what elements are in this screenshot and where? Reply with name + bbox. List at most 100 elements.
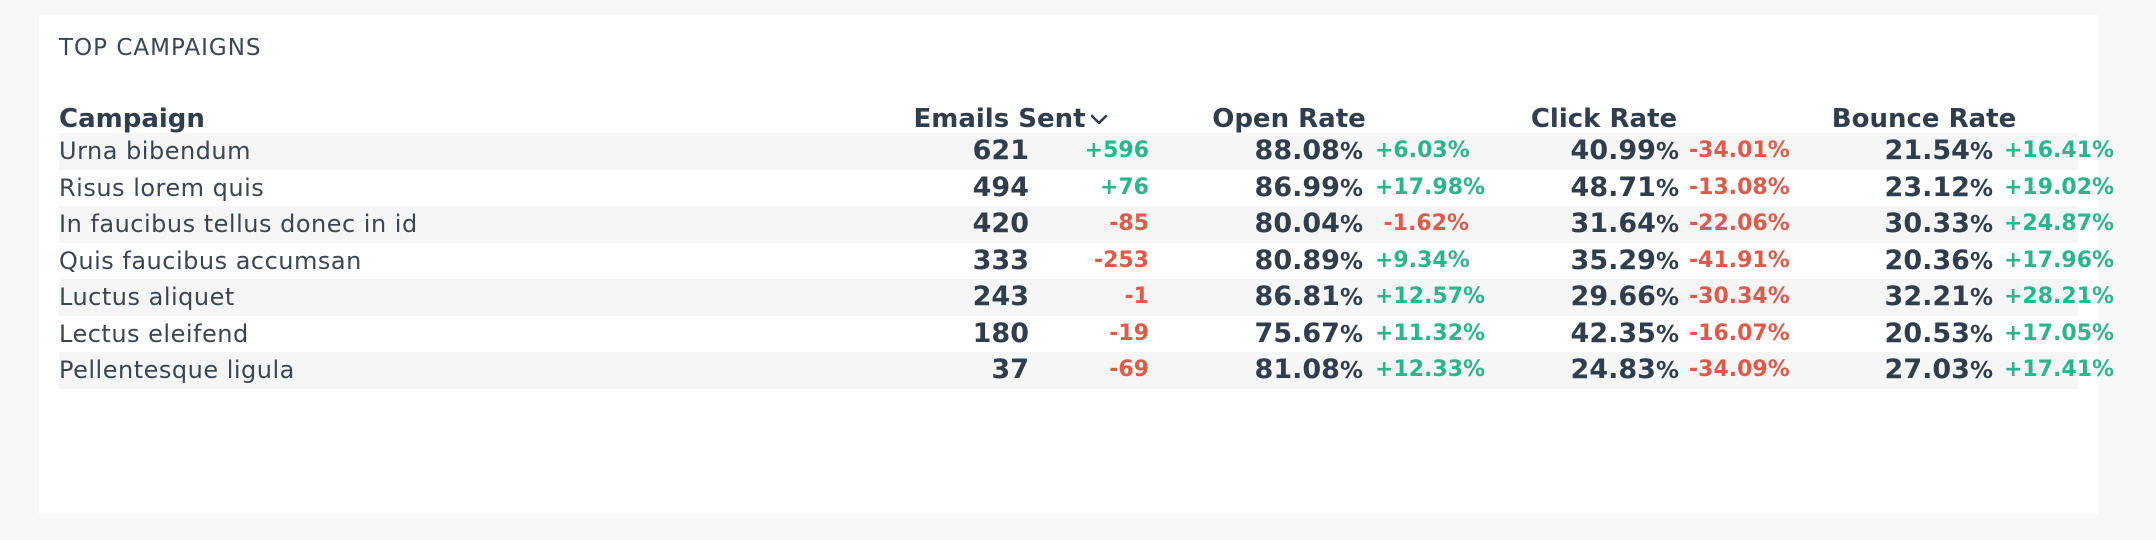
emails-sent-delta: -19: [1109, 320, 1149, 346]
bounce-rate-value-number: 21.54: [1884, 135, 1970, 166]
column-header-emails-sent-label: Emails Sent: [913, 104, 1086, 134]
open-rate-value: 86.99%: [1159, 170, 1363, 208]
percent-sign: %: [1969, 212, 1993, 238]
bounce-rate-value: 30.33%: [1799, 206, 1993, 244]
emails-sent-value: 333: [972, 244, 1029, 276]
table-row[interactable]: Pellentesque ligula 37 -69 81.08% +12.33% 24.…: [59, 352, 2114, 390]
table-row[interactable]: Risus lorem quis 494 +76 86.99% +17.98% 48.71…: [59, 170, 2114, 208]
campaign-name: Urna bibendum: [59, 137, 251, 165]
percent-sign: %: [1339, 321, 1363, 348]
click-rate-value-number: 29.66: [1570, 281, 1656, 312]
percent-sign: %: [1969, 175, 1993, 202]
column-header-bounce-rate[interactable]: Bounce Rate: [1831, 104, 2017, 134]
campaign-name: Lectus eleifend: [59, 319, 249, 348]
campaign-name: Risus lorem quis: [59, 173, 265, 202]
bounce-rate-delta: +16.41%: [2004, 138, 2115, 163]
percent-sign: %: [1969, 285, 1993, 311]
bounce-rate-delta: +17.96%: [2004, 247, 2115, 273]
emails-sent-value: 621: [972, 135, 1029, 166]
click-rate-value: 40.99%: [1479, 133, 1679, 171]
column-header-click-rate[interactable]: Click Rate: [1530, 104, 1678, 134]
click-rate-value: 42.35%: [1479, 316, 1679, 354]
open-rate-value: 86.81%: [1159, 279, 1363, 317]
open-rate-delta: +9.34%: [1375, 247, 1470, 273]
click-rate-delta: -34.01%: [1689, 138, 1790, 163]
click-rate-value: 31.64%: [1479, 206, 1679, 244]
open-rate-delta: -1.62%: [1383, 211, 1469, 236]
emails-sent-delta: +76: [1099, 174, 1149, 200]
percent-sign: %: [1969, 139, 1993, 165]
table-row[interactable]: Lectus eleifend 180 -19 75.67% +11.32% 42.35%…: [59, 316, 2114, 354]
table-header: Campaign Emails Sent Open Rate Click Rat…: [59, 89, 2078, 133]
percent-sign: %: [1339, 248, 1363, 275]
emails-sent-delta: -69: [1109, 357, 1149, 382]
column-header-open-rate[interactable]: Open Rate: [1212, 104, 1366, 134]
click-rate-value-number: 40.99: [1570, 135, 1656, 166]
table-row[interactable]: Quis faucibus accumsan 333 -253 80.89% +9.34…: [59, 243, 2114, 281]
bounce-rate-value: 23.12%: [1799, 170, 1993, 208]
open-rate-value-number: 80.04: [1254, 208, 1340, 239]
open-rate-value-number: 75.67: [1254, 317, 1340, 349]
bounce-rate-delta: +19.02%: [2004, 174, 2115, 200]
click-rate-value: 24.83%: [1479, 352, 1679, 390]
click-rate-delta: -41.91%: [1689, 247, 1790, 273]
bounce-rate-value-number: 23.12: [1884, 171, 1970, 203]
table-row[interactable]: Urna bibendum 621 +596 88.08% +6.03% 40.99% -3…: [59, 133, 2114, 171]
emails-sent-value: 420: [972, 208, 1029, 239]
column-header-emails-sent[interactable]: Emails Sent: [909, 105, 1112, 133]
emails-sent-delta: -253: [1093, 247, 1149, 273]
percent-sign: %: [1655, 358, 1679, 384]
chevron-down-icon[interactable]: [1090, 114, 1108, 126]
percent-sign: %: [1655, 139, 1679, 165]
bounce-rate-delta: +24.87%: [2004, 211, 2115, 236]
card-title: TOP CAMPAIGNS: [59, 35, 262, 61]
bounce-rate-value: 20.53%: [1799, 316, 1993, 354]
table-body: Urna bibendum 621 +596 88.08% +6.03% 40.99% -3…: [59, 133, 2114, 390]
open-rate-delta: +11.32%: [1375, 320, 1486, 346]
open-rate-delta: +6.03%: [1375, 138, 1470, 163]
bounce-rate-delta: +17.41%: [2004, 357, 2115, 382]
click-rate-delta: -34.09%: [1689, 357, 1790, 382]
click-rate-delta: -13.08%: [1689, 174, 1790, 200]
open-rate-value: 80.89%: [1159, 243, 1363, 281]
emails-sent-value: 37: [991, 354, 1029, 385]
campaign-name: In faucibus tellus donec in id: [59, 210, 418, 238]
bounce-rate-delta: +17.05%: [2004, 320, 2115, 346]
top-campaigns-card: TOP CAMPAIGNS Campaign Emails Sent Open …: [39, 15, 2114, 514]
campaign-name: Pellentesque ligula: [59, 356, 295, 384]
percent-sign: %: [1655, 175, 1679, 202]
bounce-rate-delta: +28.21%: [2004, 284, 2115, 309]
column-header-campaign[interactable]: Campaign: [59, 104, 205, 134]
percent-sign: %: [1655, 321, 1679, 348]
percent-sign: %: [1969, 321, 1993, 348]
emails-sent-delta: +596: [1084, 138, 1149, 163]
open-rate-value: 80.04%: [1159, 206, 1363, 244]
click-rate-delta: -30.34%: [1689, 284, 1790, 309]
table-row[interactable]: Luctus aliquet 243 -1 86.81% +12.57% 29.66% -3…: [59, 279, 2114, 317]
bounce-rate-value: 21.54%: [1799, 133, 1993, 171]
bounce-rate-value: 27.03%: [1799, 352, 1993, 390]
click-rate-value: 48.71%: [1479, 170, 1679, 208]
bounce-rate-value-number: 27.03: [1884, 354, 1970, 385]
campaign-name: Luctus aliquet: [59, 283, 235, 311]
open-rate-value-number: 86.81: [1254, 281, 1340, 312]
open-rate-value: 75.67%: [1159, 316, 1363, 354]
bounce-rate-value: 32.21%: [1799, 279, 1993, 317]
table-row[interactable]: In faucibus tellus donec in id 420 -85 80.0…: [59, 206, 2114, 244]
open-rate-value: 81.08%: [1159, 352, 1363, 390]
percent-sign: %: [1339, 139, 1363, 165]
percent-sign: %: [1969, 248, 1993, 275]
open-rate-delta: +12.33%: [1375, 357, 1486, 382]
bounce-rate-value: 20.36%: [1799, 243, 1993, 281]
percent-sign: %: [1339, 358, 1363, 384]
open-rate-value: 88.08%: [1159, 133, 1363, 171]
open-rate-value-number: 86.99: [1254, 171, 1340, 203]
percent-sign: %: [1655, 212, 1679, 238]
click-rate-delta: -16.07%: [1689, 320, 1790, 346]
emails-sent-delta: -1: [1124, 284, 1149, 309]
open-rate-delta: +12.57%: [1375, 284, 1486, 309]
bounce-rate-value-number: 20.53: [1884, 317, 1970, 349]
open-rate-value-number: 88.08: [1254, 135, 1340, 166]
percent-sign: %: [1969, 358, 1993, 384]
click-rate-value-number: 35.29: [1570, 244, 1656, 276]
